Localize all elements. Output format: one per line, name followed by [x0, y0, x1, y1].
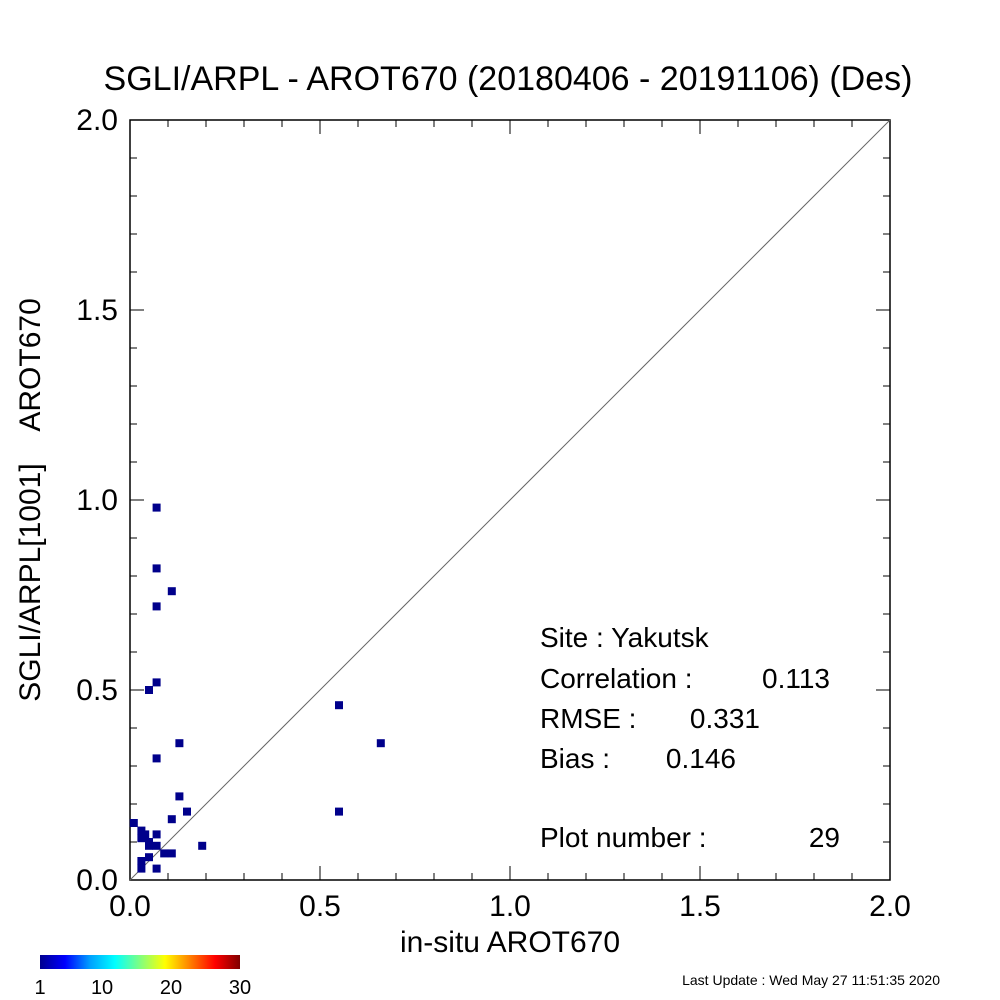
data-point [152, 830, 161, 839]
data-point [376, 739, 385, 748]
chart-title: SGLI/ARPL - AROT670 (20180406 - 20191106… [104, 60, 913, 98]
data-point [152, 864, 161, 873]
y-axis-label: SGLI/ARPL[1001] AROT670 [14, 298, 47, 702]
y-tick-label: 0.5 [76, 674, 118, 707]
data-point [145, 853, 153, 862]
colorbar-tick-label: 20 [160, 977, 182, 999]
data-point [167, 849, 176, 858]
data-point [183, 807, 191, 816]
data-point [137, 864, 146, 873]
stat-correlation-label: Correlation : [540, 663, 693, 694]
axis-ticks [129, 119, 891, 881]
data-point [175, 792, 184, 801]
x-tick-label: 1.5 [679, 890, 721, 923]
last-update: Last Update : Wed May 27 11:51:35 2020 [682, 972, 940, 988]
data-point [129, 819, 138, 827]
stat-bias-label: Bias : [540, 743, 610, 774]
data-point [152, 564, 161, 573]
data-point [335, 701, 343, 710]
y-tick-label: 0.0 [76, 864, 118, 897]
stat-rmse-label: RMSE : [540, 703, 636, 734]
colorbar-tick-label: 1 [34, 977, 45, 999]
x-tick-label: 0.0 [109, 890, 151, 923]
x-tick-label: 2.0 [869, 890, 911, 923]
stat-bias-value: 0.146 [666, 743, 736, 774]
data-point [137, 857, 146, 865]
y-tick-label: 1.5 [76, 294, 118, 327]
colorbar-tick-label: 10 [91, 977, 113, 999]
data-point [152, 678, 161, 687]
data-point [137, 834, 146, 843]
data-point [152, 754, 161, 763]
stat-plot-number-value: 29 [809, 822, 840, 853]
y-tick-labels: 0.0 0.5 1.0 1.5 2.0 [76, 104, 118, 897]
data-point [167, 587, 176, 596]
stat-site: Site : Yakutsk [540, 622, 710, 653]
y-tick-label: 2.0 [76, 104, 118, 137]
stat-correlation-value: 0.113 [762, 663, 830, 694]
stats-box: Site : Yakutsk Correlation : 0.113 RMSE … [540, 622, 840, 853]
x-tick-label: 0.5 [299, 890, 341, 923]
data-point [145, 686, 153, 694]
colorbar-tick-label: 30 [229, 977, 251, 999]
stat-rmse-value: 0.331 [690, 703, 760, 734]
data-point [198, 841, 207, 850]
data-point [152, 602, 161, 611]
y-tick-label: 1.0 [76, 484, 118, 517]
data-point [175, 739, 184, 748]
data-point [152, 503, 161, 512]
one-to-one-line [129, 119, 891, 881]
x-axis-label: in-situ AROT670 [400, 926, 620, 959]
x-tick-labels: 0.0 0.5 1.0 1.5 2.0 [109, 890, 911, 923]
colorbar-labels: 1 10 20 30 [34, 977, 251, 999]
colorbar [40, 955, 240, 969]
data-points [129, 503, 385, 873]
data-point [160, 849, 169, 858]
data-point [152, 841, 161, 850]
data-point [145, 841, 153, 850]
stat-plot-number-label: Plot number : [540, 822, 707, 853]
data-point [335, 807, 343, 816]
data-point [167, 815, 176, 824]
x-tick-label: 1.0 [489, 890, 531, 923]
